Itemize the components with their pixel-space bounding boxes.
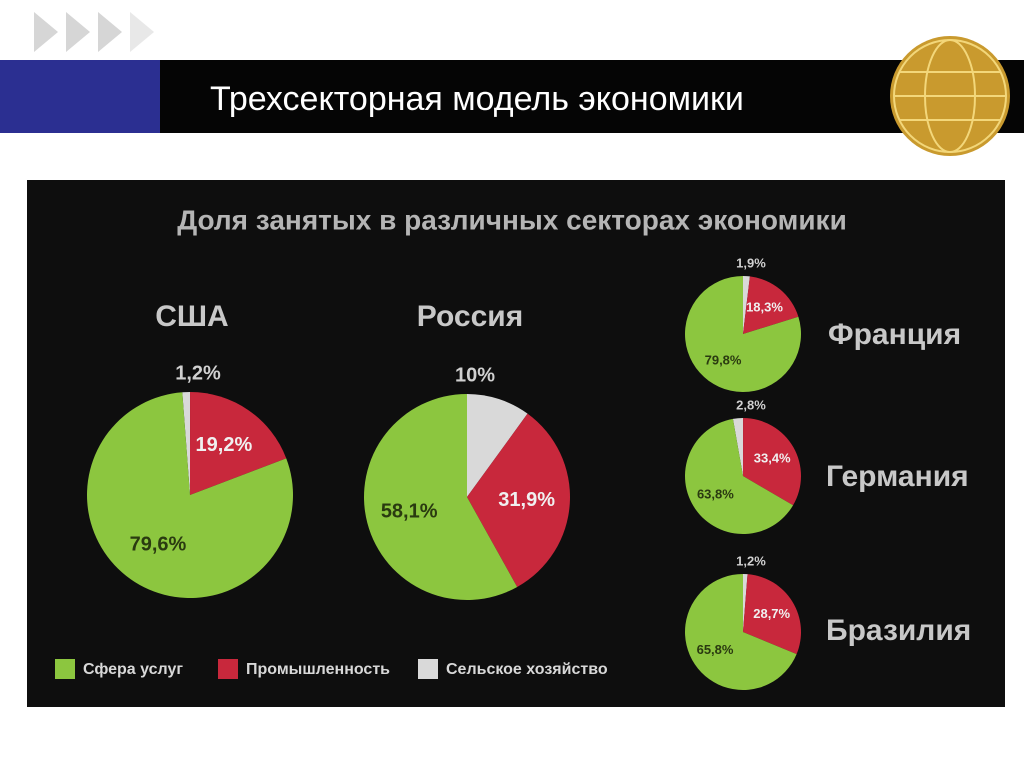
pie-slice <box>732 418 744 476</box>
pie-slice <box>364 394 518 600</box>
value-label: 79,6% <box>130 534 187 556</box>
title-bar <box>0 60 1024 133</box>
pie-slice <box>743 574 748 632</box>
pie-title: Германия <box>826 460 969 493</box>
legend-swatch <box>55 659 75 679</box>
arrows <box>34 12 154 52</box>
value-label: 28,7% <box>753 606 790 621</box>
pie-title: Россия <box>417 300 524 333</box>
pie-title: Бразилия <box>826 614 971 647</box>
pie-slice <box>190 392 287 495</box>
pie-slice <box>467 413 570 587</box>
chart-title: Доля занятых в различных секторах эконом… <box>177 204 847 235</box>
value-label: 1,9% <box>736 255 766 270</box>
title-accent <box>0 60 160 133</box>
pie-title: США <box>155 300 228 333</box>
value-label: 2,8% <box>736 397 766 412</box>
value-label: 33,4% <box>754 451 791 466</box>
value-label: 65,8% <box>697 642 734 657</box>
value-label: 19,2% <box>196 434 253 456</box>
value-label: 1,2% <box>175 362 221 384</box>
pie-slice <box>743 276 799 334</box>
globe <box>890 36 1010 156</box>
value-label: 63,8% <box>697 487 734 502</box>
legend-swatch <box>418 659 438 679</box>
pie-slice <box>86 392 293 598</box>
value-label: 18,3% <box>746 300 783 315</box>
pie-slice <box>743 574 801 655</box>
pie-title: Франция <box>828 318 961 351</box>
legend-swatch <box>218 659 238 679</box>
pie-slice <box>685 574 797 690</box>
value-label: 1,2% <box>736 553 766 568</box>
legend-label: Сфера услуг <box>83 661 183 678</box>
pie-slice <box>182 391 191 495</box>
pie-slice <box>685 276 801 392</box>
value-label: 31,9% <box>498 489 555 511</box>
pie-slice <box>467 394 528 497</box>
value-label: 58,1% <box>381 500 438 522</box>
pie-slice <box>743 276 750 334</box>
pie-slice <box>743 418 801 506</box>
value-label: 10% <box>455 364 495 386</box>
legend-label: Промышленность <box>246 661 390 678</box>
pie-slice <box>685 418 794 534</box>
slide-title: Трехсекторная модель экономики <box>210 80 744 118</box>
value-label: 79,8% <box>705 353 742 368</box>
legend-label: Сельское хозяйство <box>446 661 608 678</box>
